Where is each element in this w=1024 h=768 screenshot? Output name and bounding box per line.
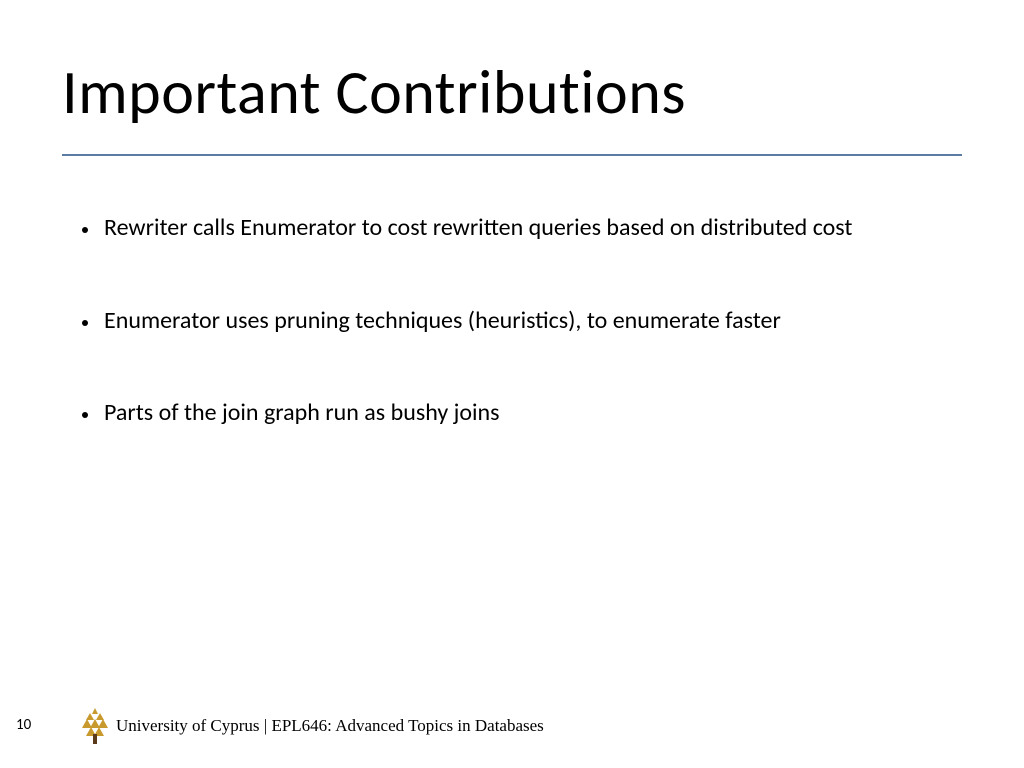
slide-title: Important Contributions	[62, 54, 686, 130]
bullet-icon	[82, 320, 88, 326]
bullet-list: Rewriter calls Enumerator to cost rewrit…	[82, 213, 952, 491]
university-logo-icon	[80, 708, 110, 744]
page-number: 10	[16, 716, 31, 734]
bullet-text: Enumerator uses pruning techniques (heur…	[104, 306, 781, 337]
bullet-text: Parts of the join graph run as bushy joi…	[104, 398, 500, 429]
list-item: Parts of the join graph run as bushy joi…	[82, 398, 952, 429]
list-item: Rewriter calls Enumerator to cost rewrit…	[82, 213, 952, 244]
bullet-text: Rewriter calls Enumerator to cost rewrit…	[104, 213, 852, 244]
slide: Important Contributions Rewriter calls E…	[0, 0, 1024, 768]
list-item: Enumerator uses pruning techniques (heur…	[82, 306, 952, 337]
footer: University of Cyprus | EPL646: Advanced …	[80, 708, 544, 744]
bullet-icon	[82, 412, 88, 418]
bullet-icon	[82, 227, 88, 233]
footer-text: University of Cyprus | EPL646: Advanced …	[116, 716, 544, 736]
title-underline	[62, 154, 962, 156]
